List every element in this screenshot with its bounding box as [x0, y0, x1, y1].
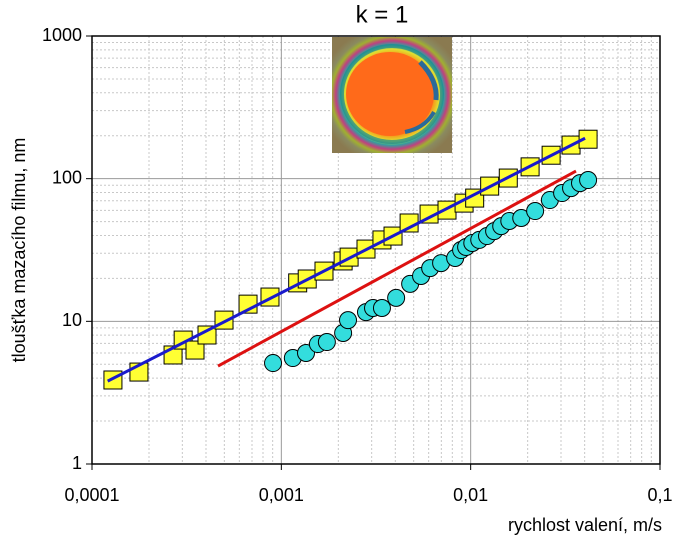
circle-point — [372, 299, 391, 318]
y-tick-label: 1000 — [42, 25, 82, 45]
x-tick-label: 0,01 — [453, 485, 488, 505]
fit-line — [106, 136, 586, 383]
circle-point — [339, 311, 358, 330]
y-tick-label: 10 — [62, 310, 82, 330]
x-tick-label: 0,1 — [647, 485, 672, 505]
square-point — [578, 129, 598, 149]
plot-frame — [91, 35, 661, 465]
circle-point — [526, 202, 545, 221]
y-axis-label: tloušťka mazacího filmu, nm — [9, 138, 29, 363]
circle-point — [579, 171, 598, 190]
x-axis-label: rychlost valení, m/s — [508, 515, 662, 535]
y-tick-label: 1 — [72, 453, 82, 473]
circle-point — [387, 288, 406, 307]
circle-point — [264, 354, 283, 373]
inset-image — [332, 37, 452, 153]
square-point — [185, 340, 205, 360]
circle-point — [317, 333, 336, 352]
y-tick-label: 100 — [52, 167, 82, 187]
chart-title: k = 1 — [356, 1, 409, 28]
x-tick-label: 0,001 — [259, 485, 304, 505]
fit-line — [217, 169, 577, 368]
x-tick-label: 0,0001 — [64, 485, 119, 505]
